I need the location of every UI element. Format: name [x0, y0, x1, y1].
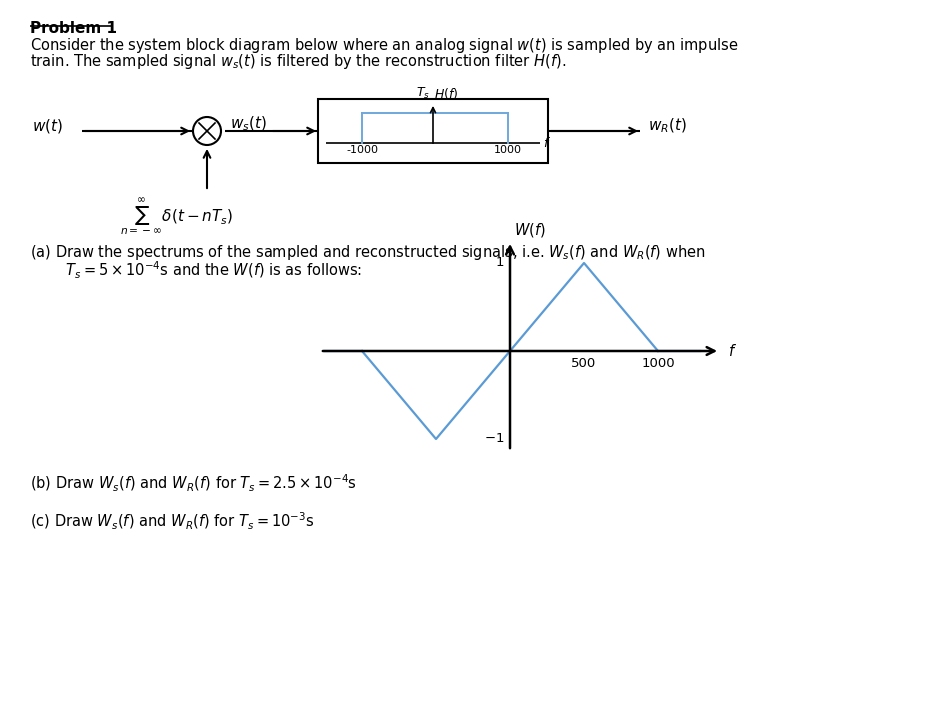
Text: $f$: $f$	[543, 136, 551, 150]
Bar	[318, 99, 548, 163]
Text: train. The sampled signal $w_s(t)$ is filtered by the reconstruction filter $H(f: train. The sampled signal $w_s(t)$ is fi…	[30, 52, 566, 71]
Text: Problem 1: Problem 1	[30, 21, 117, 36]
Text: $-1$: $-1$	[483, 433, 504, 446]
Text: $w_s(t)$: $w_s(t)$	[230, 115, 267, 133]
Text: 1: 1	[495, 257, 504, 270]
Text: $T_s = 5 \times 10^{-4}$s and the $W(f)$ is as follows:: $T_s = 5 \times 10^{-4}$s and the $W(f)$…	[47, 260, 362, 281]
Text: $W(f)$: $W(f)$	[514, 221, 545, 239]
Text: 1000: 1000	[494, 145, 522, 155]
Text: Consider the system block diagram below where an analog signal $w(t)$ is sampled: Consider the system block diagram below …	[30, 36, 739, 55]
Text: (c) Draw $W_s(f)$ and $W_R(f)$ for $T_s = 10^{-3}$s: (c) Draw $W_s(f)$ and $W_R(f)$ for $T_s …	[30, 511, 315, 532]
Text: 1000: 1000	[642, 357, 674, 370]
Text: $w(t)$: $w(t)$	[32, 117, 63, 135]
Text: $T_s$: $T_s$	[416, 86, 430, 101]
Text: (b) Draw $W_s(f)$ and $W_R(f)$ for $T_s = 2.5 \times 10^{-4}$s: (b) Draw $W_s(f)$ and $W_R(f)$ for $T_s …	[30, 473, 357, 494]
Text: $\sum_{n=-\infty}^{\infty} \delta(t - nT_s)$: $\sum_{n=-\infty}^{\infty} \delta(t - nT…	[120, 196, 234, 238]
Text: $f$: $f$	[728, 343, 737, 359]
Text: $H(f)$: $H(f)$	[434, 86, 459, 101]
Text: (a) Draw the spectrums of the sampled and reconstructed signals, i.e. $W_s(f)$ a: (a) Draw the spectrums of the sampled an…	[30, 243, 706, 262]
Text: 500: 500	[572, 357, 596, 370]
Text: $w_R(t)$: $w_R(t)$	[648, 117, 687, 136]
Text: -1000: -1000	[346, 145, 378, 155]
